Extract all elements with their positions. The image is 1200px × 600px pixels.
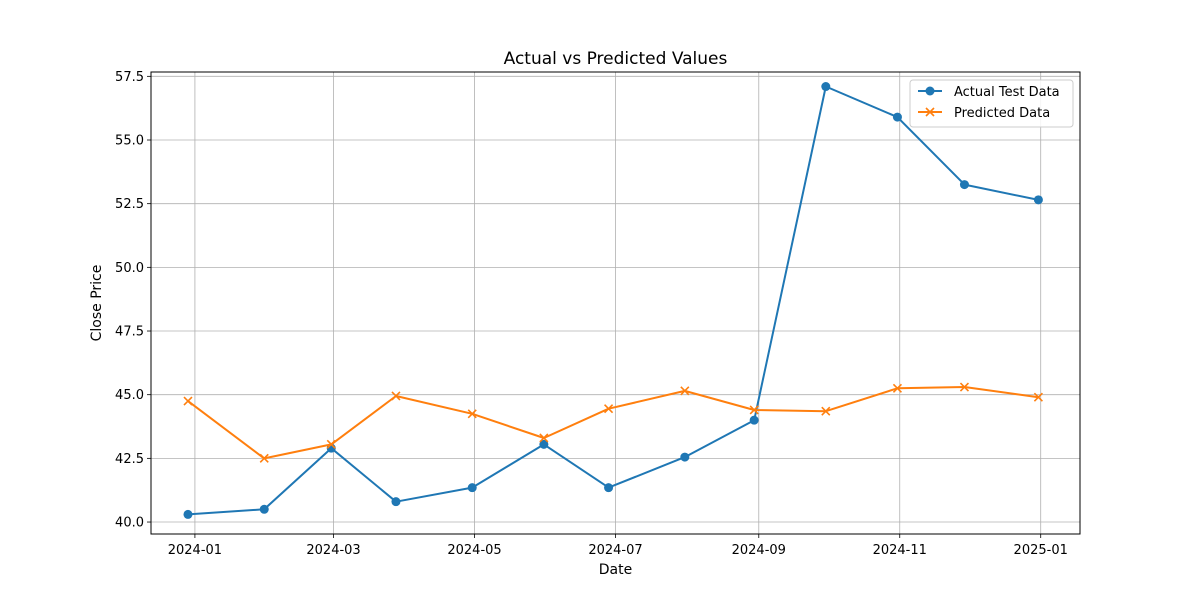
- y-tick-label: 52.5: [115, 197, 144, 212]
- data-point-actual: [391, 497, 401, 507]
- chart-title: Actual vs Predicted Values: [504, 49, 728, 69]
- x-tick-label: 2024-09: [732, 543, 786, 558]
- legend: Actual Test Data Predicted Data: [909, 79, 1074, 128]
- data-point-actual: [183, 509, 193, 519]
- data-point-actual: [467, 483, 477, 493]
- legend-marker-predicted: [925, 107, 935, 117]
- data-point-predicted: [539, 433, 549, 443]
- data-point-predicted: [326, 439, 336, 449]
- x-tick-label: 2024-07: [588, 543, 642, 558]
- y-tick-label: 42.5: [115, 452, 144, 467]
- legend-label-actual: Actual Test Data: [954, 85, 1060, 100]
- data-point-predicted: [892, 383, 903, 393]
- data-point-actual: [1033, 195, 1043, 205]
- data-point-actual: [749, 415, 759, 425]
- data-point-actual: [892, 112, 902, 122]
- data-point-actual: [959, 180, 969, 190]
- y-axis-title: Close Price: [89, 265, 105, 342]
- y-tick-label: 57.5: [115, 70, 144, 85]
- legend-label-predicted: Predicted Data: [954, 106, 1050, 121]
- y-tick-label: 45.0: [115, 388, 144, 403]
- data-point-predicted: [604, 404, 614, 414]
- data-point-predicted: [183, 396, 193, 406]
- x-axis: 2024-01 2024-03 2024-05 2024-07 2024-09 2024-…: [168, 534, 1068, 558]
- grid: [151, 72, 1080, 534]
- data-point-predicted: [1033, 392, 1043, 402]
- data-point-actual: [539, 439, 549, 449]
- y-tick-label: 40.0: [115, 516, 144, 531]
- y-tick-label: 50.0: [115, 261, 144, 276]
- series-line-actual: [187, 85, 1039, 516]
- data-point-predicted: [680, 386, 690, 396]
- data-point-actual: [821, 82, 831, 92]
- x-tick-label: 2024-03: [306, 543, 360, 558]
- x-tick-label: 2024-05: [447, 543, 501, 558]
- y-tick-label: 55.0: [115, 134, 144, 149]
- series-layer: [183, 82, 1043, 519]
- legend-marker-actual: [925, 86, 935, 96]
- data-point-predicted: [959, 382, 970, 392]
- data-point-actual: [259, 504, 269, 514]
- x-tick-label: 2025-01: [1014, 543, 1068, 558]
- x-tick-label: 2024-01: [168, 543, 222, 558]
- data-point-predicted: [749, 405, 759, 415]
- y-axis: 40.0 42.5 45.0 47.5 50.0 52.5 55.0 57.5: [115, 70, 151, 531]
- data-point-predicted: [821, 406, 831, 416]
- data-point-actual: [604, 483, 614, 493]
- y-tick-label: 47.5: [115, 325, 144, 340]
- data-point-predicted: [391, 391, 401, 401]
- data-point-predicted: [259, 453, 269, 463]
- data-point-actual: [680, 452, 690, 462]
- x-axis-title: Date: [599, 562, 632, 578]
- data-point-predicted: [467, 409, 477, 419]
- x-tick-label: 2024-11: [873, 543, 927, 558]
- series-line-predicted: [187, 386, 1039, 460]
- legend-box: [909, 79, 1074, 128]
